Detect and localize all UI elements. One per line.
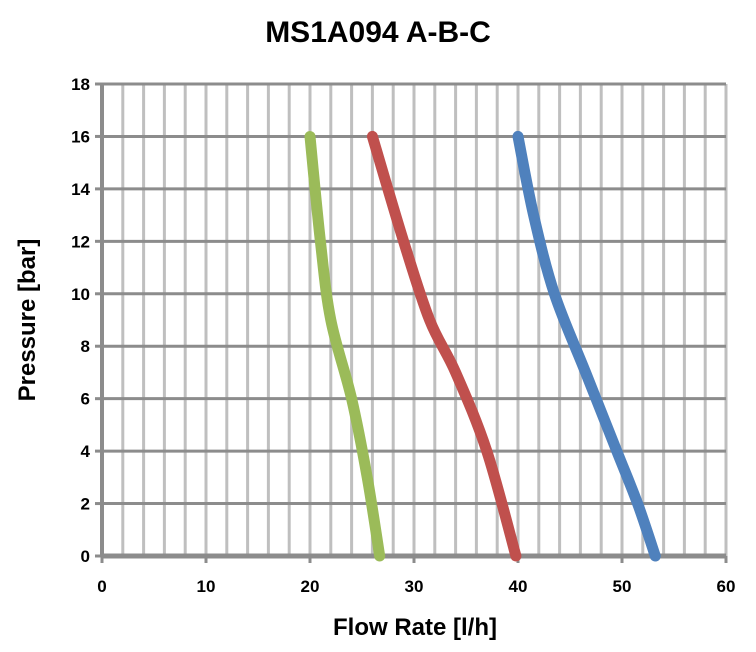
y-tick-label: 10 <box>71 285 90 304</box>
y-tick-label: 4 <box>81 442 91 461</box>
x-tick-label: 0 <box>97 577 106 596</box>
x-tick-label: 60 <box>717 577 736 596</box>
chart-title: MS1A094 A-B-C <box>265 16 491 49</box>
y-tick-label: 8 <box>81 337 90 356</box>
x-tick-label: 30 <box>405 577 424 596</box>
y-tick-label: 16 <box>71 127 90 146</box>
y-tick-label: 6 <box>81 390 90 409</box>
x-tick-label: 50 <box>613 577 632 596</box>
y-tick-label: 0 <box>81 547 90 566</box>
x-axis-label: Flow Rate [l/h] <box>333 614 497 641</box>
y-tick-label: 2 <box>81 495 90 514</box>
y-tick-label: 14 <box>71 180 90 199</box>
y-tick-label: 18 <box>71 75 90 94</box>
series-line-3 <box>304 130 386 562</box>
x-tick-label: 40 <box>509 577 528 596</box>
x-tick-label: 20 <box>301 577 320 596</box>
series-line-1 <box>512 130 661 562</box>
y-tick-label: 12 <box>71 232 90 251</box>
series-line-2 <box>366 130 522 562</box>
x-tick-label: 10 <box>197 577 216 596</box>
